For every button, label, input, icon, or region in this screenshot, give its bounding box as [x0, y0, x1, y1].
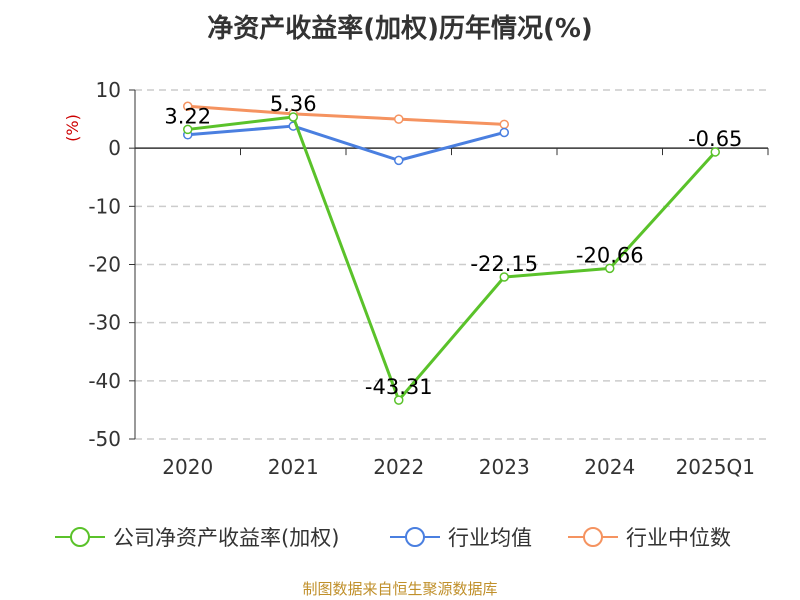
y-tick-label: -40: [88, 369, 121, 393]
y-tick-label: -50: [88, 427, 121, 451]
y-tick-label: 0: [108, 136, 121, 160]
data-point: [499, 272, 509, 282]
data-point: [394, 114, 404, 124]
legend-marker: [583, 527, 603, 547]
axes: 10 0 -10 -20 -30 -40 -50 2020 2021 2022 2023 2024 20…: [88, 78, 769, 479]
legend-label: 行业中位数: [626, 526, 731, 550]
data-labels: 3.22 5.36 -43.31 -22.15 -20.66 -0.65: [164, 92, 742, 399]
series-line: [187, 115, 717, 402]
data-point: [394, 395, 404, 405]
data-label: -43.31: [365, 375, 433, 399]
x-tick-label: 2025Q1: [676, 455, 755, 479]
x-tick-label: 2022: [373, 455, 424, 479]
chart-title: 净资产收益率(加权)历年情况(%): [207, 14, 593, 44]
data-label: 3.22: [164, 104, 211, 128]
legend[interactable]: 公司净资产收益率(加权) 行业均值 行业中位数: [55, 526, 731, 550]
data-point: [499, 127, 509, 138]
y-tick-label: -20: [88, 253, 121, 277]
data-label: -0.65: [688, 127, 742, 151]
y-axis-unit-label: (%): [63, 114, 82, 142]
data-label: 5.36: [270, 92, 317, 116]
data-point: [710, 147, 720, 157]
series-line: [187, 104, 505, 126]
x-tick-label: 2023: [479, 455, 530, 479]
data-point: [605, 263, 615, 274]
data-point: [183, 124, 193, 135]
x-tick-label: 2024: [584, 455, 635, 479]
legend-marker: [70, 527, 90, 547]
x-tick-label: 2021: [268, 455, 319, 479]
legend-label: 公司净资产收益率(加权): [113, 526, 339, 550]
x-tick-label: 2020: [162, 455, 213, 479]
series-lines: [183, 101, 720, 405]
data-label: -22.15: [470, 252, 538, 276]
data-point: [288, 112, 298, 122]
data-point: [183, 101, 193, 112]
series-line: [187, 124, 505, 162]
y-tick-label: 10: [96, 78, 121, 102]
source-note: 制图数据来自恒生聚源数据库: [302, 580, 498, 598]
legend-marker: [405, 527, 425, 547]
y-tick-label: -10: [88, 194, 121, 218]
grid-lines: [135, 89, 768, 440]
data-point: [499, 119, 509, 130]
legend-label: 行业均值: [448, 526, 532, 550]
y-tick-label: -30: [88, 311, 121, 335]
data-point: [394, 155, 404, 166]
data-label: -20.66: [576, 243, 644, 267]
